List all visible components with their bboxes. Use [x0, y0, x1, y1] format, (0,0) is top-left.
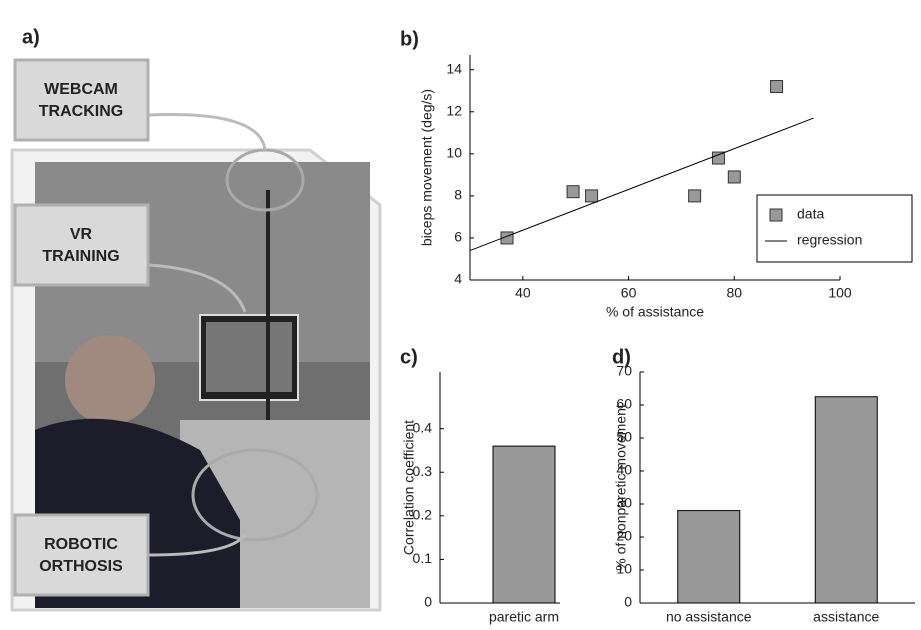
chart: b) 4 6 8 10 12 14 biceps movement (deg/s) 40 60 80…: [400, 28, 912, 319]
callout-label: TRACKING: [39, 103, 123, 120]
figure: a) WEBCAM TRACKING VR TRAINING ROBOTIC ORTHOS…: [0, 0, 921, 630]
data-point: [728, 171, 740, 183]
callout-label: WEBCAM: [44, 81, 118, 98]
y-tick-label: 10: [446, 145, 462, 161]
y-tick-label: 0: [424, 594, 432, 610]
panel-label: c): [400, 346, 418, 368]
data-point: [689, 190, 701, 202]
photo-screen: [206, 322, 292, 392]
bar: [815, 397, 877, 603]
x-tick-label: 60: [621, 285, 637, 301]
data-point: [567, 186, 579, 198]
callout-label: VR: [70, 226, 93, 243]
callout-label: ORTHOSIS: [39, 558, 123, 575]
x-tick-label: 40: [515, 285, 531, 301]
x-tick-label: no assistance: [666, 609, 752, 625]
y-tick-label: 8: [454, 187, 462, 203]
data-point: [712, 152, 724, 164]
data-point: [771, 81, 783, 93]
legend-label: regression: [797, 232, 862, 248]
y-tick-label: 4: [454, 271, 462, 287]
y-axis-label: % of nonparetic movement: [613, 404, 629, 571]
photo-head: [65, 335, 155, 425]
bar: [493, 446, 555, 603]
callout-box: [15, 60, 148, 140]
x-tick-label: assistance: [813, 609, 879, 625]
y-tick-label: 6: [454, 229, 462, 245]
x-tick-label: paretic arm: [489, 609, 559, 625]
bar: [678, 511, 740, 603]
y-tick-label: 14: [446, 60, 462, 76]
data-point: [586, 190, 598, 202]
callout-label: TRAINING: [42, 248, 119, 265]
callout-line: [148, 114, 265, 150]
y-axis-label: Correlation coefficient: [401, 420, 417, 555]
x-tick-label: 100: [828, 285, 852, 301]
y-tick-label: 12: [446, 102, 462, 118]
callout-box: [15, 515, 148, 595]
panel-label: b): [400, 28, 419, 50]
y-tick-label: 70: [616, 363, 632, 379]
panel-label: a): [22, 26, 40, 48]
x-axis-label: % of assistance: [606, 304, 704, 320]
legend-marker: [770, 209, 782, 221]
y-tick-label: 0: [624, 594, 632, 610]
legend-label: data: [797, 206, 824, 222]
x-tick-label: 80: [726, 285, 742, 301]
callout-label: ROBOTIC: [44, 536, 118, 553]
y-axis-label: biceps movement (deg/s): [419, 89, 435, 246]
callout-box: [15, 205, 148, 285]
legend-box: [757, 195, 912, 262]
